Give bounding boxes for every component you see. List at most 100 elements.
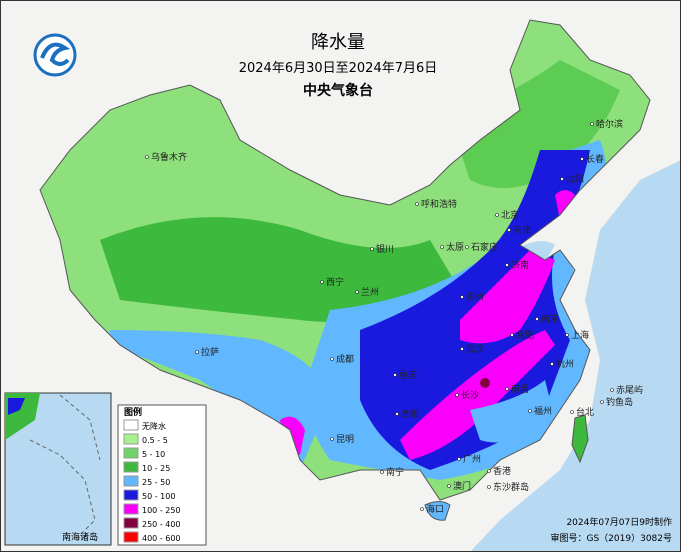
city-label: 合肥: [516, 329, 534, 341]
city-label: 成都: [336, 353, 354, 365]
legend-label: 10 - 25: [142, 464, 170, 473]
city-label: 太原: [446, 241, 464, 253]
city-dot: [330, 437, 334, 441]
legend: 图例 无降水 0.5 - 5 5 - 10 10 - 25 25 - 50 50 - 10…: [117, 404, 207, 546]
city-label: 拉萨: [201, 346, 219, 358]
city-label: 乌鲁木齐: [151, 151, 187, 163]
legend-swatch: [123, 447, 139, 459]
sea: [470, 160, 681, 552]
city-label: 东沙群岛: [493, 481, 529, 493]
made-date: 2024年07月07日9时制作: [566, 516, 672, 528]
city-dot: [465, 245, 469, 249]
inset-map: 南海诸岛: [4, 392, 112, 546]
city-dot: [487, 485, 491, 489]
title: 降水量: [311, 32, 365, 53]
city-label: 南昌: [511, 383, 529, 395]
legend-label: 0.5 - 5: [142, 436, 168, 445]
city-dot: [420, 507, 424, 511]
city-label: 沈阳: [566, 173, 584, 185]
hainan: [424, 501, 451, 521]
approval-number: 审图号：GS（2019）3082号: [551, 532, 673, 544]
city-label: 哈尔滨: [596, 118, 623, 130]
city-label: 钓鱼岛: [606, 396, 633, 408]
city-label: 广州: [463, 453, 481, 465]
city-dot: [395, 412, 399, 416]
city-dot: [528, 409, 532, 413]
city-dot: [560, 177, 564, 181]
city-dot: [380, 470, 384, 474]
city-dot: [590, 122, 594, 126]
legend-swatch: [123, 489, 139, 501]
legend-label: 100 - 250: [142, 506, 181, 515]
city-dot: [487, 469, 491, 473]
legend-label: 50 - 100: [142, 492, 175, 501]
legend-swatch: [123, 531, 139, 543]
city-label: 贵阳: [401, 408, 419, 420]
city-label: 澳门: [453, 480, 471, 492]
city-label: 济南: [511, 259, 529, 271]
city-label: 香港: [493, 465, 511, 477]
city-label: 福州: [534, 405, 552, 417]
legend-swatch: [123, 475, 139, 487]
subtitle: 2024年6月30日至2024年7月6日: [239, 61, 438, 76]
city-dot: [580, 157, 584, 161]
city-label: 昆明: [336, 434, 354, 445]
city-label: 上海: [571, 329, 589, 341]
legend-label: 25 - 50: [142, 478, 170, 487]
city-dot: [460, 295, 464, 299]
legend-swatch: [123, 461, 139, 473]
logo: [33, 33, 77, 77]
city-dot: [505, 263, 509, 267]
legend-label: 无降水: [142, 421, 166, 431]
city-label: 西宁: [326, 276, 344, 288]
legend-swatch: [123, 503, 139, 515]
legend-swatch: [123, 517, 139, 529]
city-dot: [510, 333, 514, 337]
city-dot: [415, 202, 419, 206]
legend-swatch: [123, 433, 139, 445]
city-label: 南京: [541, 313, 559, 325]
taiwan: [571, 414, 589, 464]
city-label: 赤尾屿: [616, 385, 643, 396]
city-label: 兰州: [361, 286, 379, 298]
city-label: 南宁: [386, 466, 404, 478]
city-dot: [330, 357, 334, 361]
city-label: 长沙: [461, 389, 479, 401]
city-label: 台北: [576, 406, 594, 418]
city-label: 海口: [426, 503, 444, 515]
city-label: 呼和浩特: [421, 198, 457, 210]
city-dot: [320, 280, 324, 284]
city-dot: [600, 400, 604, 404]
city-dot: [507, 228, 511, 232]
issuer: 中央气象台: [303, 82, 373, 99]
city-dot: [550, 362, 554, 366]
city-label: 北京: [501, 209, 519, 221]
legend-label: 5 - 10: [142, 450, 165, 459]
city-dot: [457, 457, 461, 461]
city-dot: [505, 387, 509, 391]
city-dot: [195, 350, 199, 354]
city-label: 石家庄: [471, 241, 498, 253]
city-dot: [145, 155, 149, 159]
city-label: 郑州: [466, 291, 484, 303]
legend-label: 250 - 400: [142, 520, 181, 529]
city-dot: [393, 373, 397, 377]
city-label: 重庆: [399, 369, 417, 381]
city-dot: [570, 410, 574, 414]
city-label: 长春: [586, 153, 604, 165]
legend-title: 图例: [124, 406, 142, 418]
city-dot: [610, 388, 614, 392]
city-dot: [535, 317, 539, 321]
city-dot: [495, 213, 499, 217]
city-label: 杭州: [556, 358, 574, 370]
city-dot: [440, 245, 444, 249]
city-dot: [355, 290, 359, 294]
city-dot: [370, 247, 374, 251]
city-label: 银川: [376, 243, 394, 255]
city-dot: [565, 333, 569, 337]
city-dot: [447, 484, 451, 488]
city-label: 天津: [513, 225, 531, 236]
city-dot: [455, 393, 459, 397]
city-label: 武汉: [466, 343, 484, 355]
